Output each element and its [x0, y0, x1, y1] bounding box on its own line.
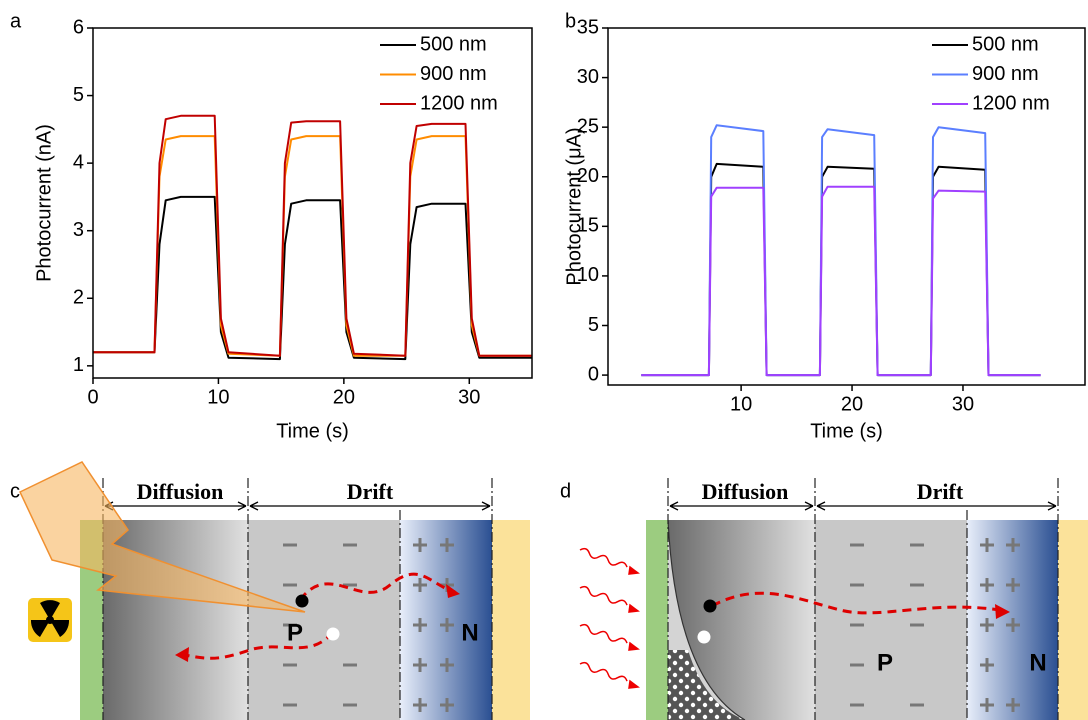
charges — [850, 538, 1020, 712]
y-tick-label: 1 — [73, 354, 84, 376]
p-label: P — [877, 649, 893, 676]
x-tick-label: 30 — [458, 386, 480, 408]
y-tick-label: 5 — [73, 84, 84, 106]
p-label: P — [287, 619, 303, 646]
x-tick-label: 0 — [87, 386, 98, 408]
light-bolt — [19, 461, 306, 613]
legend-label: 500 nm — [972, 33, 1039, 55]
y-tick-label: 5 — [588, 314, 599, 336]
y-axis-title: Photocurrent (μA) — [563, 127, 585, 285]
drift-region — [248, 520, 400, 720]
drift-region — [815, 520, 967, 720]
panel-label: d — [560, 480, 571, 502]
panel-label: b — [565, 10, 576, 32]
y-tick-label: 0 — [588, 363, 599, 385]
absorbed-layer — [668, 650, 745, 720]
legend-label: 500 nm — [420, 33, 487, 55]
legend-label: 900 nm — [972, 63, 1039, 85]
electrode — [492, 520, 530, 720]
electron — [295, 594, 309, 608]
y-tick-label: 15 — [577, 215, 599, 237]
plot-frame — [92, 27, 533, 379]
hole — [697, 630, 711, 644]
region-label: Drift — [917, 479, 964, 504]
radiation-waves — [579, 547, 640, 689]
y-tick-label: 4 — [73, 151, 84, 173]
y-tick-label: 20 — [577, 165, 599, 187]
series-line — [641, 162, 1041, 377]
x-tick-label: 10 — [207, 386, 229, 408]
diagram-d: d Diffusion Drift P N — [560, 478, 1088, 720]
x-axis-title: Time (s) — [810, 420, 883, 442]
plot-frame — [607, 27, 1086, 386]
y-tick-label: 3 — [73, 219, 84, 241]
region-label: Drift — [347, 479, 394, 504]
region-label: Diffusion — [137, 479, 224, 504]
series-line — [93, 114, 532, 357]
electron — [703, 599, 717, 613]
region-label: Diffusion — [702, 479, 789, 504]
y-tick-label: 35 — [577, 16, 599, 38]
electron-path — [711, 591, 1001, 615]
x-tick-label: 30 — [952, 393, 974, 415]
legend-label: 1200 nm — [972, 92, 1050, 114]
chart: a 1 2 3 4 5 6 0 10 20 30 Time (s) Photocurrent (nA) 5… — [10, 10, 533, 442]
panel-label: a — [10, 10, 22, 32]
y-axis-title: Photocurrent (nA) — [33, 124, 55, 282]
boundaries — [102, 478, 493, 720]
y-tick-label: 25 — [577, 115, 599, 137]
legend-label: 1200 nm — [420, 92, 498, 114]
electrode — [646, 520, 668, 720]
x-tick-label: 10 — [730, 393, 752, 415]
legend-label: 900 nm — [420, 63, 487, 85]
y-tick-label: 30 — [577, 66, 599, 88]
diagram-c: c Diffusion Drift P N — [10, 461, 530, 720]
series-line — [93, 135, 532, 357]
y-tick-label: 6 — [73, 16, 84, 38]
hole — [326, 627, 340, 641]
y-tick-label: 2 — [73, 287, 84, 309]
radiation-icon — [28, 598, 72, 642]
charges — [283, 538, 454, 712]
electron-path — [298, 572, 456, 601]
n-label: N — [1029, 649, 1046, 676]
y-tick-label: 10 — [577, 264, 599, 286]
electrode — [1058, 520, 1088, 720]
n-label: N — [461, 619, 478, 646]
x-tick-label: 20 — [333, 386, 355, 408]
series-line — [641, 185, 1041, 377]
x-tick-label: 20 — [841, 393, 863, 415]
x-axis-title: Time (s) — [276, 420, 349, 442]
series-line — [641, 124, 1041, 377]
boundaries — [667, 478, 1059, 720]
series-line — [93, 195, 532, 361]
chart: b 0 5 10 15 20 25 30 35 10 20 30 Time (s) Photocurren… — [563, 10, 1086, 442]
panel-label: c — [10, 480, 20, 502]
